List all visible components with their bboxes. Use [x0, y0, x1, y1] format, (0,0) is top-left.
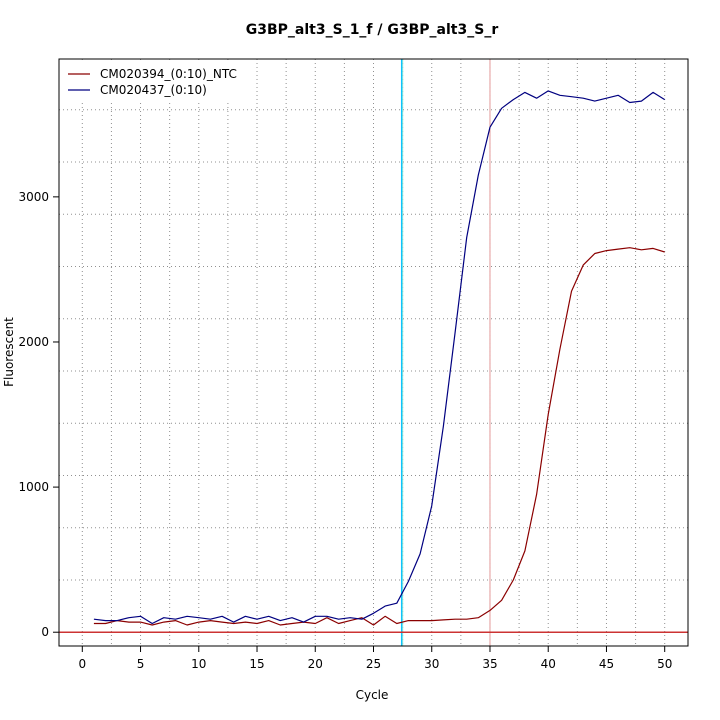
x-tick-label: 30	[424, 657, 439, 671]
y-axis-label: Fluorescent	[2, 317, 16, 387]
chart-title: G3BP_alt3_S_1_f / G3BP_alt3_S_r	[246, 22, 499, 38]
y-tick-label: 1000	[18, 480, 49, 494]
x-tick-label: 0	[78, 657, 86, 671]
legend: CM020394_(0:10)_NTC CM020437_(0:10)	[60, 62, 242, 100]
x-tick-label: 5	[137, 657, 145, 671]
x-tick-label: 35	[482, 657, 497, 671]
x-axis: 0 5 10 15 20 25 30 35 40 45 50	[78, 645, 672, 671]
series-lines	[93, 90, 666, 626]
x-tick-label: 20	[308, 657, 323, 671]
x-tick-label: 10	[191, 657, 206, 671]
x-tick-label: 25	[366, 657, 381, 671]
series-line-2	[93, 90, 666, 625]
x-tick-label: 15	[249, 657, 264, 671]
y-tick-label: 2000	[18, 335, 49, 349]
legend-box	[60, 62, 242, 100]
y-tick-label: 3000	[18, 190, 49, 204]
x-axis-label: Cycle	[356, 688, 389, 702]
x-tick-label: 40	[541, 657, 556, 671]
y-tick-label: 0	[41, 625, 49, 639]
cycle-markers	[400, 59, 491, 646]
legend-entry-2: CM020437_(0:10)	[100, 83, 207, 97]
legend-entry-1: CM020394_(0:10)_NTC	[100, 67, 237, 81]
x-tick-label: 50	[657, 657, 672, 671]
x-tick-label: 45	[599, 657, 614, 671]
series-line-1	[93, 247, 665, 626]
y-axis: 0 1000 2000 3000	[18, 190, 60, 639]
